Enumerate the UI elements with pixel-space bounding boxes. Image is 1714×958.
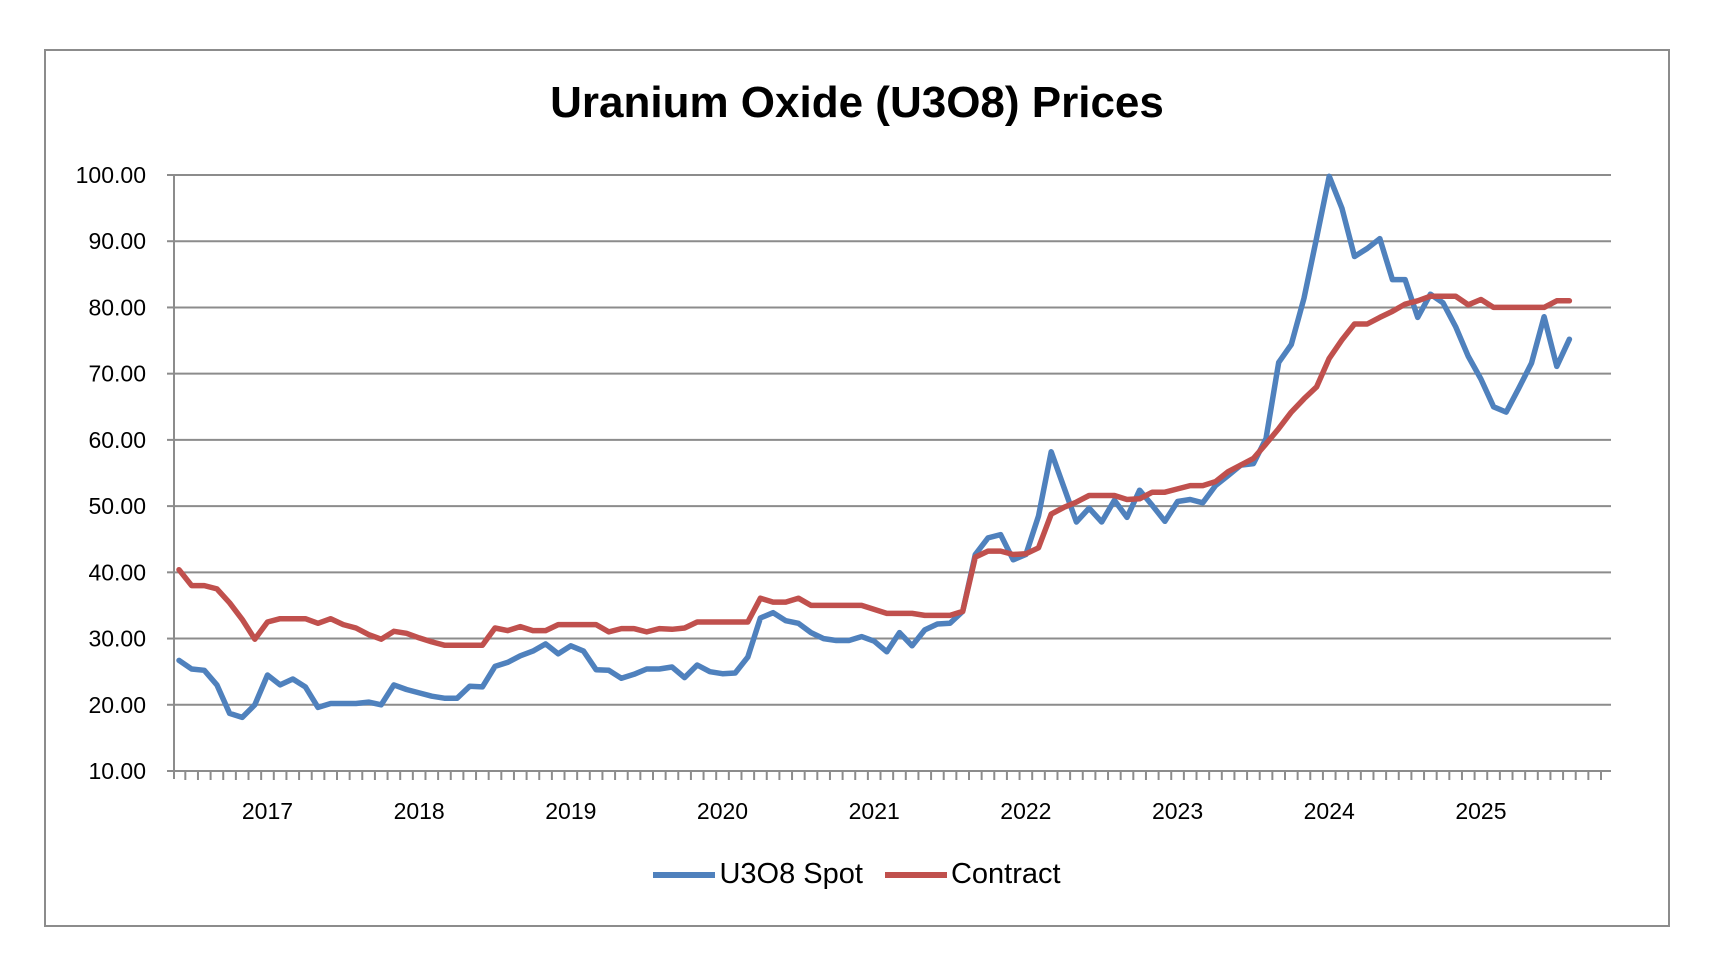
series-line-contract [176, 293, 1573, 648]
x-tick-label: 2025 [1455, 798, 1506, 824]
x-tick-label: 2019 [545, 798, 596, 824]
y-tick-label: 40.00 [88, 559, 146, 585]
chart-frame [44, 49, 1670, 927]
y-tick-label: 50.00 [88, 493, 146, 519]
x-tick-label: 2022 [1000, 798, 1051, 824]
legend: U3O8 Spot Contract [0, 858, 1714, 891]
x-tick-label: 2024 [1304, 798, 1355, 824]
series-line-spot [176, 173, 1573, 721]
x-tick-label: 2020 [697, 798, 748, 824]
legend-swatch-spot [653, 871, 716, 878]
legend-swatch-contract [884, 871, 947, 878]
legend-label-contract: Contract [950, 858, 1061, 890]
legend-label-spot: U3O8 Spot [719, 858, 863, 890]
chart-title: Uranium Oxide (U3O8) Prices [550, 78, 1164, 127]
y-tick-label: 30.00 [88, 626, 146, 652]
y-tick-label: 20.00 [88, 692, 146, 718]
y-tick-label: 90.00 [88, 228, 146, 254]
x-tick-label: 2018 [394, 798, 445, 824]
legend-item-spot: U3O8 Spot [653, 858, 863, 891]
x-tick-label: 2021 [849, 798, 900, 824]
y-tick-label: 10.00 [88, 758, 146, 784]
legend-item-contract: Contract [884, 858, 1061, 891]
y-tick-label: 60.00 [88, 427, 146, 453]
y-tick-label: 70.00 [88, 361, 146, 387]
y-tick-label: 100.00 [76, 162, 146, 188]
x-tick-label: 2023 [1152, 798, 1203, 824]
x-tick-label: 2017 [242, 798, 293, 824]
y-tick-label: 80.00 [88, 294, 146, 320]
